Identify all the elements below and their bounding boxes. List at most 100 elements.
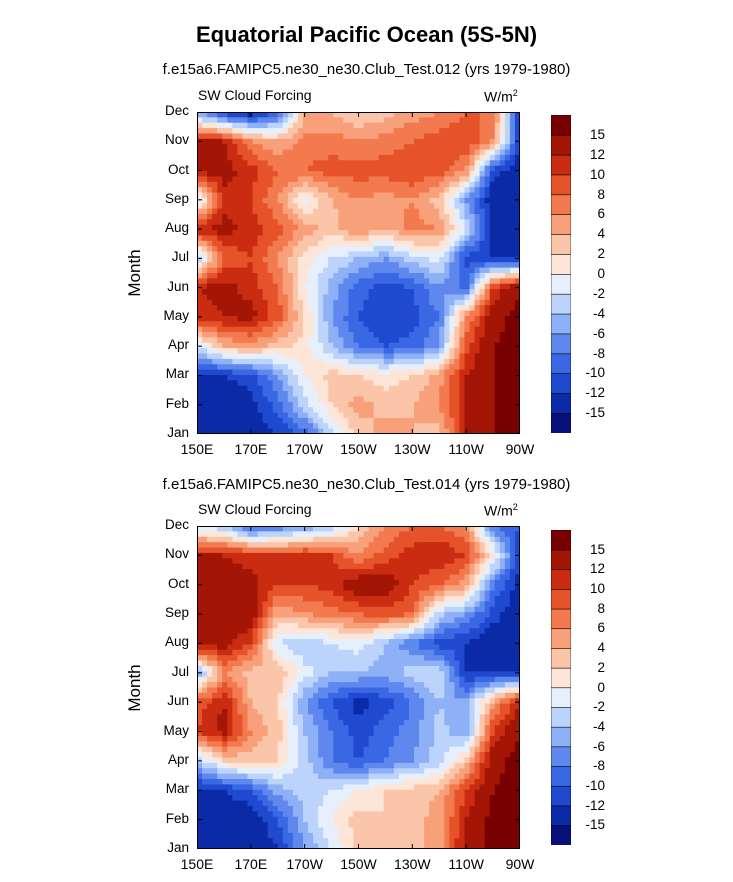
heatmap-cell xyxy=(368,606,375,613)
heatmap-cell xyxy=(292,273,299,279)
heatmap-cell xyxy=(217,321,223,328)
heatmap-cell xyxy=(348,428,355,434)
heatmap-cell xyxy=(328,246,334,253)
heatmap-cell xyxy=(383,536,390,543)
heatmap-cell xyxy=(373,358,380,365)
heatmap-cell xyxy=(424,149,430,156)
heatmap-cell xyxy=(469,230,476,237)
heatmap-cell xyxy=(277,385,284,392)
heatmap-cell xyxy=(217,192,223,199)
heatmap-cell xyxy=(454,353,461,360)
heatmap-cell xyxy=(434,294,440,301)
heatmap-cell xyxy=(282,369,289,376)
heatmap-cell xyxy=(343,364,350,371)
heatmap-cell xyxy=(207,122,213,129)
heatmap-cell xyxy=(449,267,455,274)
heatmap-cell xyxy=(267,246,274,253)
heatmap-cell xyxy=(474,315,481,322)
heatmap-cell xyxy=(252,133,259,140)
heatmap-cell xyxy=(277,160,284,167)
heatmap-cell xyxy=(308,294,314,301)
heatmap-cell xyxy=(429,358,435,365)
heatmap-cell xyxy=(212,240,218,247)
heatmap-cell xyxy=(459,380,466,387)
heatmap-cell xyxy=(323,165,329,172)
heatmap-cell xyxy=(388,224,395,231)
heatmap-cell xyxy=(252,536,259,543)
heatmap-cell xyxy=(408,558,415,565)
heatmap-cell xyxy=(454,267,461,274)
heatmap-cell xyxy=(227,364,233,371)
heatmap-cell xyxy=(267,181,274,188)
heatmap-cell xyxy=(363,579,370,586)
heatmap-cell xyxy=(348,208,355,215)
heatmap-cell xyxy=(378,337,385,344)
heatmap-cell xyxy=(267,305,274,312)
heatmap-cell xyxy=(439,176,445,183)
heatmap-cell xyxy=(252,278,259,285)
heatmap-cell xyxy=(292,213,299,220)
heatmap-cell xyxy=(363,563,370,570)
heatmap-cell xyxy=(247,219,254,226)
heatmap-cell xyxy=(323,294,329,301)
heatmap-cell xyxy=(197,369,203,376)
heatmap-cell xyxy=(459,412,466,419)
heatmap-cell xyxy=(434,149,440,156)
colorbar-level-label: -15 xyxy=(585,405,605,421)
heatmap-cell xyxy=(323,531,329,538)
heatmap-cell xyxy=(242,144,249,151)
heatmap-cell xyxy=(232,230,238,237)
heatmap-cell xyxy=(272,337,279,344)
heatmap-cell xyxy=(494,224,501,231)
heatmap-cell xyxy=(419,407,425,414)
heatmap-cell xyxy=(393,601,400,608)
heatmap-cell xyxy=(237,380,244,387)
heatmap-cell xyxy=(343,112,350,118)
heatmap-cell xyxy=(393,256,400,263)
heatmap-cell xyxy=(333,526,339,532)
heatmap-cell xyxy=(429,256,435,263)
heatmap-cell xyxy=(419,579,425,586)
heatmap-cell xyxy=(353,203,360,210)
heatmap-cell xyxy=(207,192,213,199)
heatmap-cell xyxy=(444,391,450,398)
heatmap-cell xyxy=(318,547,324,554)
heatmap-cell xyxy=(257,423,264,430)
heatmap-cell xyxy=(429,267,435,274)
heatmap-cell xyxy=(504,256,511,263)
heatmap-cell xyxy=(434,283,440,290)
heatmap-cell xyxy=(414,531,420,538)
heatmap-cell xyxy=(323,380,329,387)
heatmap-cell xyxy=(313,289,319,296)
heatmap-cell xyxy=(262,154,269,161)
heatmap-cell xyxy=(328,552,334,559)
heatmap-cell xyxy=(197,294,203,301)
heatmap-cell xyxy=(408,283,415,290)
colorbar-level-label: -12 xyxy=(585,385,605,401)
heatmap-cell xyxy=(499,595,506,602)
heatmap-cell xyxy=(449,154,455,161)
heatmap-cell xyxy=(368,348,375,355)
heatmap-cell xyxy=(429,321,435,328)
heatmap-cell xyxy=(292,133,299,140)
heatmap-cell xyxy=(318,128,324,135)
heatmap-cell xyxy=(227,385,233,392)
heatmap-cell xyxy=(439,273,445,279)
heatmap-cell xyxy=(373,149,380,156)
heatmap-cell xyxy=(232,574,238,581)
heatmap-cell xyxy=(302,342,309,349)
heatmap-cell xyxy=(348,321,355,328)
heatmap-cell xyxy=(479,251,486,258)
heatmap-cell xyxy=(267,213,274,220)
heatmap-cell xyxy=(459,224,466,231)
heatmap-cell xyxy=(302,606,309,613)
heatmap-cell xyxy=(267,569,274,576)
heatmap-cell xyxy=(449,574,455,581)
heatmap-cell xyxy=(439,552,445,559)
heatmap-cell xyxy=(212,192,218,199)
heatmap-cell xyxy=(459,278,466,285)
heatmap-cell xyxy=(499,417,506,424)
heatmap-cell xyxy=(262,342,269,349)
heatmap-cell xyxy=(222,203,228,210)
heatmap-cell xyxy=(474,417,481,424)
